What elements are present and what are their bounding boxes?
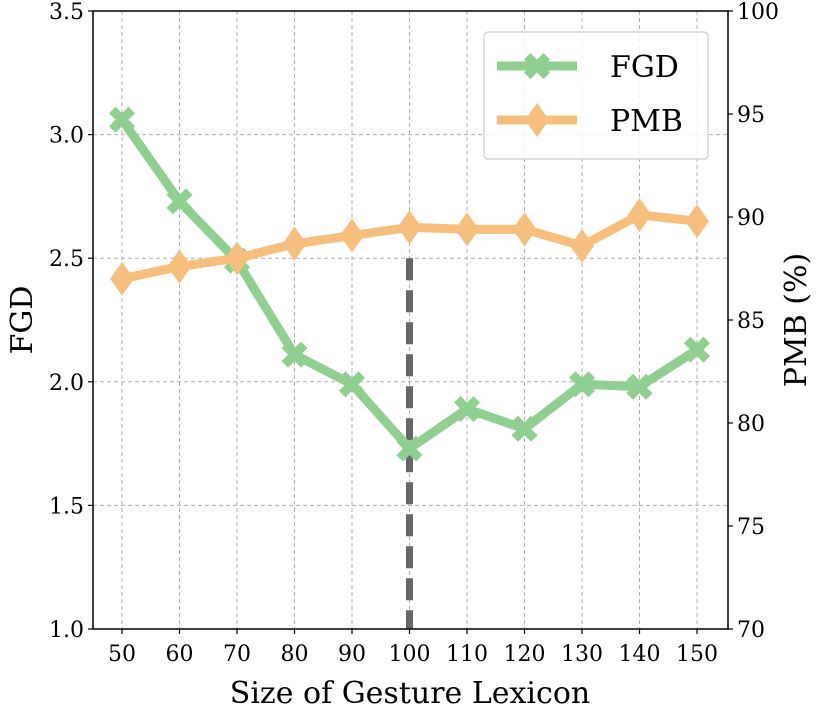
y-left-tick-label: 1.5 [49,494,84,519]
legend-marker-fgd [524,53,550,79]
data-point-pmb [225,241,249,276]
x-tick-label: 70 [223,642,251,667]
data-point-fgd [626,373,653,400]
x-tick-label: 100 [389,642,431,667]
y-left-tick-label: 1.0 [49,618,84,643]
data-point-fgd [166,188,193,215]
legend-label-fgd: FGD [610,50,679,85]
y-right-tick-label: 75 [737,515,765,540]
data-point-pmb [282,226,307,261]
data-point-fgd [684,336,710,363]
data-point-fgd [109,106,135,133]
y-right-tick-label: 85 [737,309,765,334]
y-axis-left-label: FGD [5,286,40,355]
data-point-pmb [570,228,594,263]
y-right-tick-label: 90 [737,206,765,231]
y-right-tick-label: 80 [737,412,765,437]
data-point-pmb [167,249,192,284]
series-layer [109,106,710,462]
x-tick-label: 140 [619,642,661,667]
x-tick-label: 110 [446,642,488,667]
data-point-fgd [569,371,595,398]
x-tick-label: 120 [504,642,546,667]
data-point-fgd [511,415,538,442]
y-right-tick-label: 70 [737,618,765,643]
data-point-pmb [512,212,537,247]
y-left-tick-label: 3.0 [49,124,84,149]
data-point-pmb [397,210,422,245]
x-tick-label: 130 [561,642,603,667]
y-left-tick-label: 2.0 [49,371,84,396]
data-point-fgd [396,435,423,462]
data-point-pmb [455,212,479,247]
ticks-layer: 50 60 70 80 90 100 110 120 130 140 150 1.0 1.5 2.0 2.5… [49,0,779,667]
data-point-fgd [454,395,480,422]
x-tick-label: 50 [108,642,136,667]
data-point-fgd [339,371,365,398]
y-right-tick-label: 100 [737,0,779,25]
data-point-pmb [627,197,652,232]
y-right-tick-label: 95 [737,103,765,128]
data-point-fgd [281,341,308,368]
y-axis-right-label: PMB (%) [779,253,814,387]
data-point-pmb [110,261,134,296]
data-point-pmb [685,204,709,239]
legend-marker-pmb [525,103,549,137]
legend: FGD PMB [483,31,709,160]
x-tick-label: 90 [338,642,366,667]
x-tick-label: 150 [676,642,718,667]
legend-label-pmb: PMB [610,104,683,139]
x-tick-label: 80 [281,642,309,667]
data-point-pmb [340,218,364,253]
x-tick-label: 60 [166,642,194,667]
x-axis-label: Size of Gesture Lexicon [230,676,590,711]
y-left-tick-label: 3.5 [49,0,84,25]
y-left-tick-label: 2.5 [49,247,84,272]
